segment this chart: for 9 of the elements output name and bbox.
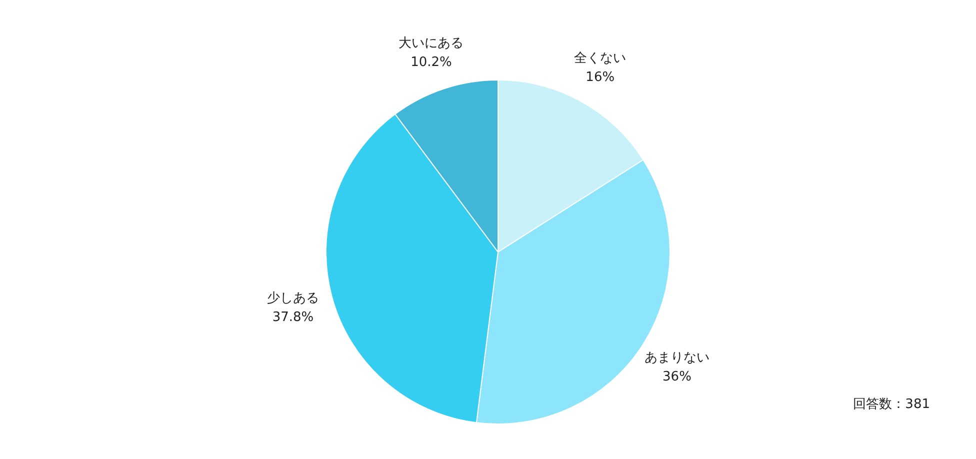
- data-label: 37.8%: [272, 310, 314, 326]
- data-label: 36%: [662, 370, 692, 385]
- text: 回答数：381: [853, 396, 930, 413]
- slice-label: 全くない: [574, 51, 626, 66]
- data-label: 16%: [586, 70, 615, 86]
- data-label: 10.2%: [410, 54, 452, 70]
- slice-label: 大いにある: [398, 36, 464, 51]
- slice-label: 少しある: [266, 291, 319, 306]
- slice-label: あまりない: [644, 350, 710, 366]
